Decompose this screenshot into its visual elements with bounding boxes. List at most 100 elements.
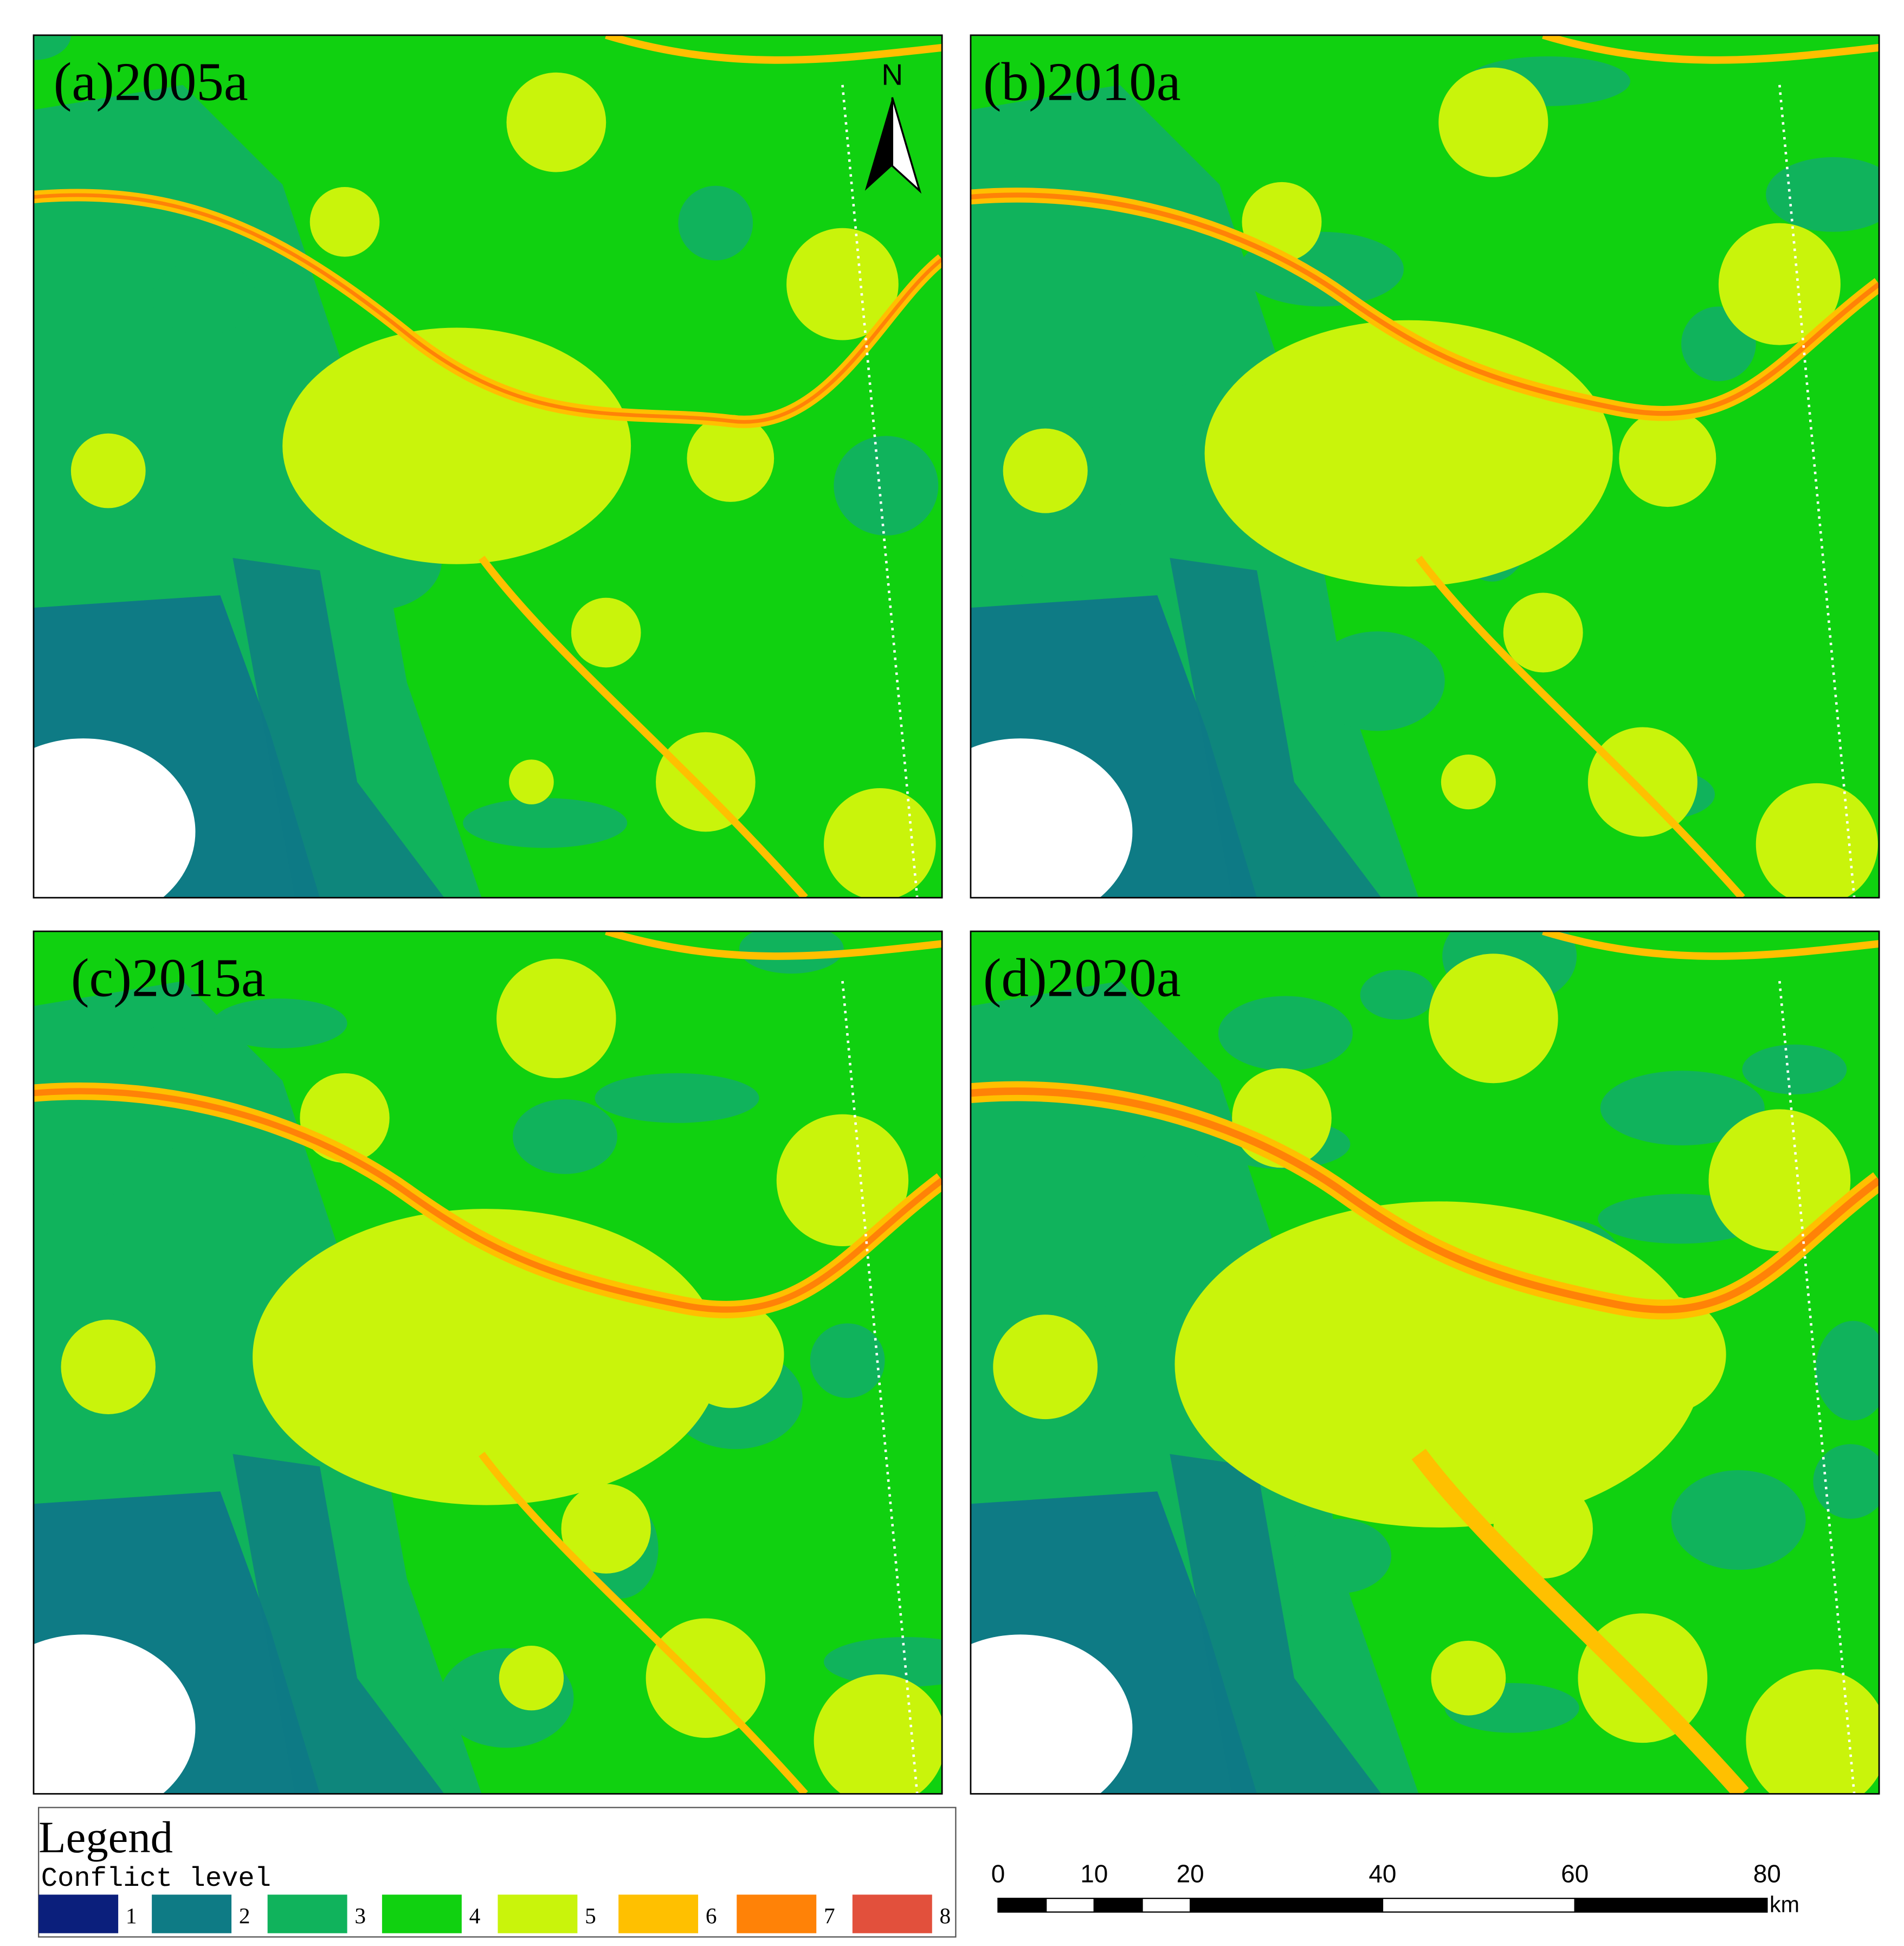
scale-unit: km xyxy=(1770,1892,1799,1917)
level5-blob xyxy=(687,415,774,502)
legend-swatch xyxy=(852,1895,932,1934)
level5-blob xyxy=(61,1319,156,1414)
level5-blob xyxy=(1718,223,1841,345)
map-panel: (c)2015a xyxy=(33,930,943,1795)
river-buffer xyxy=(1416,556,1745,898)
road-dots xyxy=(1778,85,1856,898)
map-layer xyxy=(33,35,943,898)
legend-label: 5 xyxy=(585,1903,596,1928)
scale-segment xyxy=(1574,1897,1768,1913)
level3-patch xyxy=(595,1073,759,1123)
panel-frame xyxy=(970,34,1880,899)
legend-label: 7 xyxy=(824,1903,835,1928)
level5-blob xyxy=(561,1484,651,1574)
scale-label: 0 xyxy=(991,1859,1005,1887)
river-core xyxy=(33,193,943,424)
legend-swatch xyxy=(737,1895,817,1934)
river-top xyxy=(605,35,943,64)
level5-blob xyxy=(1431,1640,1506,1716)
level5-blob xyxy=(993,1314,1098,1420)
level3-patch xyxy=(810,1323,885,1399)
panel-title: (a)2005a xyxy=(54,51,248,112)
level5-blob xyxy=(646,1618,766,1738)
level5-blob xyxy=(506,72,606,172)
map-panel: (d)2020a xyxy=(970,930,1880,1795)
level3-patch xyxy=(1360,970,1435,1020)
level5-blob xyxy=(70,433,146,508)
scale-label: 80 xyxy=(1753,1859,1781,1887)
level3-patch xyxy=(131,1024,205,1100)
level3-patch xyxy=(512,1099,617,1174)
river-buffer xyxy=(1411,1448,1749,1794)
panel-title: (b)2010a xyxy=(983,51,1181,112)
level3-patch xyxy=(1131,1268,1206,1319)
level3-patch xyxy=(212,998,347,1048)
level5-blob xyxy=(309,187,380,257)
level5-blob xyxy=(677,1301,784,1408)
level5-blob xyxy=(1619,410,1716,507)
river-buffer xyxy=(479,1452,808,1794)
level2-strip xyxy=(233,558,444,898)
level3-patch xyxy=(1600,1071,1765,1146)
level5-blob xyxy=(1708,1109,1851,1252)
map-layer xyxy=(970,931,1880,1794)
scale-label: 10 xyxy=(1080,1859,1108,1887)
river-core xyxy=(970,192,1880,416)
legend-swatch xyxy=(498,1895,578,1934)
level5-blob xyxy=(1587,727,1698,837)
panel-title: (d)2020a xyxy=(983,947,1181,1008)
scale-segment xyxy=(997,1897,1047,1913)
river-top xyxy=(605,931,943,960)
no-data xyxy=(33,1634,196,1794)
no-data xyxy=(970,738,1133,898)
road-dots xyxy=(1778,981,1856,1794)
panel-frame xyxy=(33,34,943,899)
level5-blob xyxy=(1746,1669,1880,1794)
level5-blob xyxy=(1503,592,1583,673)
level5-blob xyxy=(1755,783,1878,898)
level3-patch xyxy=(1310,631,1445,731)
level5-blob xyxy=(499,1646,564,1711)
scale-segment xyxy=(1141,1897,1191,1913)
level3-patch xyxy=(1766,157,1880,232)
legend-subtitle: Conflict level xyxy=(41,1864,271,1895)
level3-patch xyxy=(152,260,256,336)
panel-frame xyxy=(33,930,943,1795)
map-panel: (a)2005a N xyxy=(33,34,943,899)
legend-swatch xyxy=(382,1895,462,1934)
scale-segment xyxy=(1190,1897,1384,1913)
level3-patch xyxy=(33,1174,121,1249)
scale-segment xyxy=(1045,1897,1095,1913)
level3-patch xyxy=(834,436,939,536)
level3-patch xyxy=(1742,1045,1847,1094)
river-core xyxy=(970,1087,1880,1313)
map-panel: (b)2010a xyxy=(970,34,1880,899)
level3-patch xyxy=(1287,1518,1392,1594)
level2-strip xyxy=(233,1454,444,1794)
legend-swatch xyxy=(38,1895,119,1934)
legend-swatch xyxy=(152,1895,232,1934)
legend-label: 8 xyxy=(940,1903,951,1928)
legend-swatch xyxy=(618,1895,699,1934)
scale-segment xyxy=(1093,1897,1143,1913)
level2-strip xyxy=(1170,558,1382,898)
no-data xyxy=(33,738,196,898)
level3-patch xyxy=(463,798,628,848)
legend-label: 4 xyxy=(469,1903,481,1928)
level2-strip xyxy=(1170,1454,1382,1794)
panel-frame xyxy=(970,930,1880,1795)
level5-blob xyxy=(571,597,641,668)
level3-patch xyxy=(824,1636,943,1687)
level5-blob xyxy=(776,1114,909,1246)
level3-patch xyxy=(999,131,1074,181)
level5-blob xyxy=(1003,428,1088,513)
scale-label: 20 xyxy=(1177,1859,1204,1887)
river-top xyxy=(1542,35,1880,64)
road-dots xyxy=(841,981,919,1794)
level3-patch xyxy=(678,185,753,261)
level5-blob xyxy=(1438,67,1548,177)
scale-label: 60 xyxy=(1561,1859,1589,1887)
panel-title: (c)2015a xyxy=(71,947,266,1008)
